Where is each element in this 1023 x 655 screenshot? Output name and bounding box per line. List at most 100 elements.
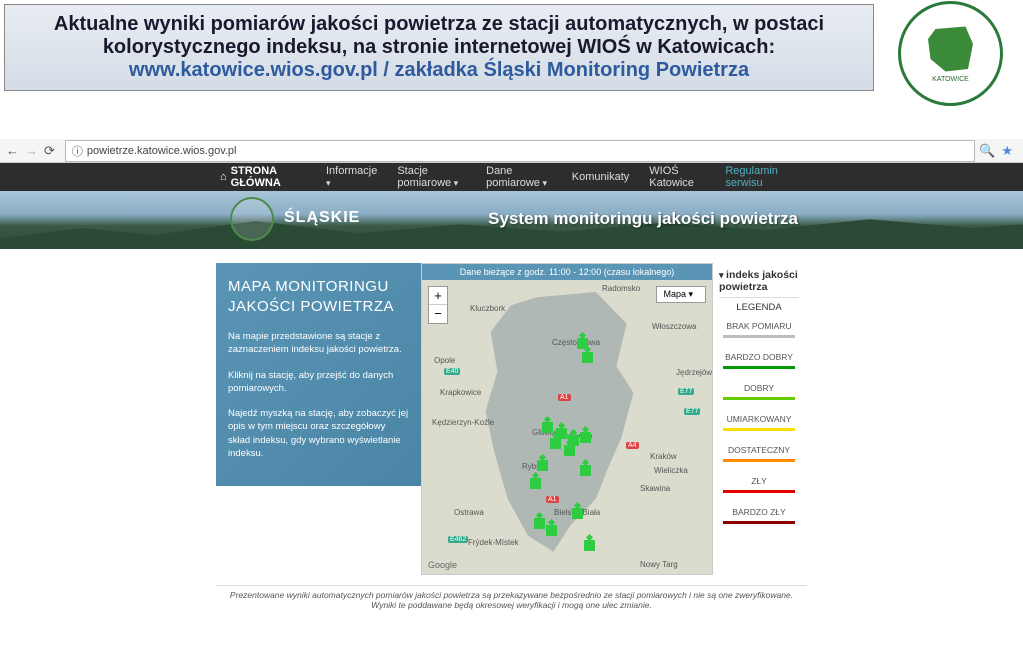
nav-home[interactable]: ⌂ STRONA GŁÓWNA [220,165,300,189]
legend-item: UMIARKOWANY [719,414,799,431]
label-radomsko: Radomsko [602,284,640,293]
info-icon: ⓘ [72,143,83,159]
nav-wios[interactable]: WIOŚ Katowice [639,165,715,189]
station-marker[interactable] [542,422,553,433]
google-attribution: Google [428,560,457,570]
nav-dane[interactable]: Dane pomiarowe [476,165,562,189]
disclaimer-l2: Wyniki te poddawane będą okresowej weryf… [216,600,807,610]
nav-regulamin[interactable]: Regulamin serwisu [715,165,803,189]
legend-item: DOBRY [719,383,799,400]
road-e462: E462 [448,536,468,543]
sidebar-p2: Kliknij na stację, aby przejść do danych… [228,369,409,396]
legend-item: ZŁY [719,476,799,493]
legend-color-bar [723,490,795,493]
map-time-header: Dane bieżące z godz. 11:00 - 12:00 (czas… [422,264,712,280]
legend-label: BARDZO ZŁY [719,507,799,517]
station-marker[interactable] [534,518,545,529]
label-krapkowice: Krapkowice [440,388,481,397]
legend-item: BRAK POMIARU [719,321,799,338]
hero-title: System monitoringu jakości powietrza [488,209,798,229]
legend-label: DOSTATECZNY [719,445,799,455]
forward-icon[interactable]: → [25,143,38,159]
legend-color-bar [723,459,795,462]
label-kedzierzyn: Kędzierzyn-Koźle [432,418,494,427]
station-marker[interactable] [582,352,593,363]
label-jedrzejow: Jędrzejów [676,368,712,377]
url-field[interactable]: ⓘ powietrze.katowice.wios.gov.pl [65,140,975,162]
map-type-selector[interactable]: Mapa [656,286,706,303]
legend-label: BRAK POMIARU [719,321,799,331]
label-kluczbork: Kluczbork [470,304,505,313]
nav-komunikaty[interactable]: Komunikaty [562,171,639,183]
nav-stacje[interactable]: Stacje pomiarowe [387,165,476,189]
sidebar-p3: Najedź myszką na stację, aby zobaczyć je… [228,407,409,460]
legend-color-bar [723,366,795,369]
banner-text-main: Aktualne wyniki pomiarów jakości powietr… [17,13,861,59]
map-zoom-controls: + − [428,286,448,324]
nav-informacje[interactable]: Informacje [316,165,387,189]
map-sidebar: MAPA MONITORINGU JAKOŚCI POWIETRZA Na ma… [216,263,421,486]
legend-item: BARDZO ZŁY [719,507,799,524]
top-banner: Aktualne wyniki pomiarów jakości powietr… [4,4,874,91]
road-e40: E40 [444,368,460,375]
map-canvas[interactable]: + − Mapa Radomsko Kluczbork Włoszczowa O… [422,280,712,574]
back-icon[interactable]: ← [6,143,19,159]
road-a1b: A1 [546,496,559,503]
road-e77b: E77 [684,408,700,415]
station-marker[interactable] [530,478,541,489]
hero-region: ŚLĄSKIE [284,209,360,227]
legend-label: DOBRY [719,383,799,393]
label-wieliczka: Wieliczka [654,466,688,475]
reload-icon[interactable]: ⟳ [44,143,55,159]
legend-header[interactable]: indeks jakości powietrza [719,269,799,298]
legend-item: DOSTATECZNY [719,445,799,462]
logo-city: KATOWICE [932,76,969,83]
zoom-out-button[interactable]: − [429,305,447,323]
map-container: Dane bieżące z godz. 11:00 - 12:00 (czas… [421,263,713,575]
label-ostrawa: Ostrawa [454,508,484,517]
station-marker[interactable] [537,460,548,471]
road-a1a: A1 [558,394,571,401]
station-marker[interactable] [564,445,575,456]
station-marker[interactable] [584,540,595,551]
zoom-icon[interactable]: 🔍 [979,143,995,159]
star-icon[interactable]: ★ [1001,143,1013,159]
hero-logo [230,197,274,241]
disclaimer: Prezentowane wyniki automatycznych pomia… [216,585,807,610]
hero-banner: ŚLĄSKIE System monitoringu jakości powie… [0,191,1023,249]
legend-panel: indeks jakości powietrza LEGENDA BRAK PO… [713,263,799,538]
label-skawina: Skawina [640,484,670,493]
road-a4: A4 [626,442,639,449]
legend-label: UMIARKOWANY [719,414,799,424]
logo-map-icon [926,24,976,74]
zoom-in-button[interactable]: + [429,287,447,305]
legend-title: LEGENDA [719,298,799,321]
road-e77: E77 [678,388,694,395]
legend-color-bar [723,521,795,524]
main-content: MAPA MONITORINGU JAKOŚCI POWIETRZA Na ma… [0,249,1023,585]
legend-item: BARDZO DOBRY [719,352,799,369]
home-icon: ⌂ [220,171,227,183]
wios-logo: KATOWICE [898,1,1003,106]
sidebar-p1: Na mapie przedstawione są stacje z zazna… [228,330,409,357]
label-nowytarg: Nowy Targ [640,560,678,569]
label-opole: Opole [434,356,455,365]
disclaimer-l1: Prezentowane wyniki automatycznych pomia… [216,590,807,600]
station-marker[interactable] [580,432,591,443]
browser-address-bar: ← → ⟳ ⓘ powietrze.katowice.wios.gov.pl 🔍… [0,139,1023,163]
url-text: powietrze.katowice.wios.gov.pl [87,145,237,157]
legend-color-bar [723,397,795,400]
station-marker[interactable] [580,465,591,476]
station-marker[interactable] [546,525,557,536]
label-frydek: Frýdek-Místek [468,538,519,547]
browser-nav-controls: ← → ⟳ [6,143,55,159]
legend-label: BARDZO DOBRY [719,352,799,362]
label-krakow: Kraków [650,452,677,461]
legend-color-bar [723,335,795,338]
legend-color-bar [723,428,795,431]
station-marker[interactable] [550,438,561,449]
station-marker[interactable] [572,508,583,519]
legend-label: ZŁY [719,476,799,486]
banner-text-link: www.katowice.wios.gov.pl / zakładka Śląs… [17,59,861,82]
main-navbar: ⌂ STRONA GŁÓWNA Informacje Stacje pomiar… [0,163,1023,191]
